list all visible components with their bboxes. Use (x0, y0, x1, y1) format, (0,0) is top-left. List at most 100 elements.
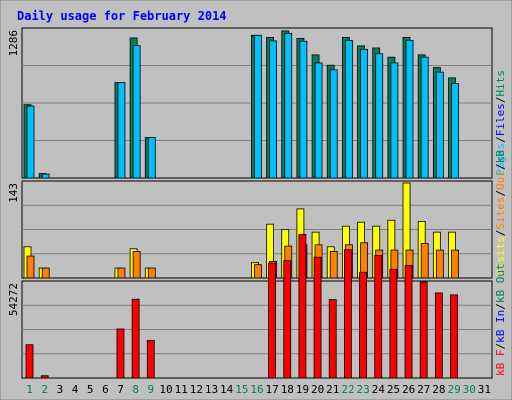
x-tick-label: 18 (281, 383, 294, 396)
legend-entry: kB F (494, 350, 507, 377)
legend-entry: Pages (494, 143, 507, 176)
x-tick-label: 23 (357, 383, 370, 396)
x-tick-label: 7 (117, 383, 124, 396)
bar-hits-hits-day-7 (117, 82, 126, 179)
bar-visits-sites-day-27 (420, 243, 429, 279)
legend-entry: kB (494, 150, 507, 164)
bar-kbytes-kb-f-day-23 (359, 271, 367, 379)
bar-hits-hits-day-20 (314, 62, 323, 179)
scale-label-kbytes: 54272 (7, 283, 20, 316)
x-tick-label: 4 (72, 383, 79, 396)
bar-visits-sites-day-8 (132, 251, 141, 279)
bar-hits-hits-day-25 (390, 62, 399, 179)
bar-visits-sites-day-29 (451, 249, 459, 279)
legend-entry: Out (494, 170, 507, 190)
legend-entry: Visits (494, 236, 507, 276)
x-tick-label: 17 (266, 383, 279, 396)
x-tick-label: 9 (148, 383, 155, 396)
bar-kbytes-kb-f-day-25 (389, 268, 398, 379)
bar-kbytes-kb-f-day-17 (268, 262, 276, 379)
legend-entry: kB Out (494, 263, 507, 303)
x-tick-label: 14 (220, 383, 234, 396)
x-tick-label: 22 (341, 383, 354, 396)
x-tick-label: 26 (402, 383, 415, 396)
legend-entry: / (494, 343, 507, 350)
x-tick-label: 3 (57, 383, 64, 396)
scale-label-hits: 1286 (7, 30, 20, 57)
x-tick-label: 28 (432, 383, 445, 396)
bar-kbytes-kb-f-day-8 (131, 298, 140, 379)
bar-visits-sites-day-9 (147, 267, 156, 279)
bar-kbytes-kb-f-day-24 (374, 255, 383, 379)
legend-entry: Sites (494, 197, 507, 230)
x-tick-label: 10 (159, 383, 172, 396)
x-tick-label: 25 (387, 383, 400, 396)
bar-visits-sites-day-28 (435, 249, 444, 279)
bar-kbytes-kb-f-day-9 (146, 339, 155, 379)
x-tick-label: 11 (175, 383, 188, 396)
bar-hits-hits-day-27 (420, 56, 429, 179)
x-tick-label: 19 (296, 383, 309, 396)
x-tick-label: 31 (478, 383, 491, 396)
bar-hits-hits-day-17 (269, 40, 277, 179)
bar-kbytes-kb-f-day-21 (328, 299, 337, 379)
bar-hits-hits-day-2 (41, 173, 50, 179)
bar-kbytes-kb-f-day-29 (450, 294, 458, 379)
panel-kbytes (21, 234, 493, 379)
legend-entry: / (494, 136, 507, 143)
bar-hits-hits-day-18 (284, 32, 293, 179)
x-tick-label: 1 (26, 383, 33, 396)
bar-kbytes-kb-f-day-18 (283, 260, 292, 379)
chart-title: Daily usage for February 2014 (17, 9, 227, 23)
bar-kbytes-kb-f-day-7 (116, 328, 125, 379)
legend-entry: kB In (494, 310, 507, 343)
x-tick-label: 5 (87, 383, 94, 396)
panel-visits (21, 180, 493, 279)
legend-hits: Pages/Files/Hits (494, 70, 507, 176)
bar-visits-sites-day-2 (41, 267, 50, 279)
x-tick-label: 13 (205, 383, 218, 396)
x-tick-label: 2 (41, 383, 48, 396)
bar-hits-hits-day-23 (360, 48, 368, 179)
bar-kbytes-kb-f-day-1 (25, 344, 34, 379)
legend-entry: / (494, 190, 507, 197)
bar-hits-hits-day-8 (132, 45, 141, 179)
legend-entry: / (494, 97, 507, 104)
x-tick-label: 27 (417, 383, 430, 396)
bar-hits-hits-day-26 (405, 39, 414, 179)
x-tick-label: 8 (132, 383, 139, 396)
bar-hits-hits-day-28 (435, 71, 444, 179)
bar-visits-sites-day-21 (329, 251, 338, 279)
x-tick-label: 6 (102, 383, 109, 396)
legend-entry: / (494, 163, 507, 170)
bar-kbytes-kb-f-day-26 (404, 265, 413, 379)
bar-hits-hits-day-22 (344, 39, 353, 179)
legend-entry: Files (494, 103, 507, 136)
bar-hits-hits-day-9 (147, 137, 156, 179)
bar-visits-sites-day-7 (117, 267, 126, 279)
bar-visits-sites-day-1 (26, 255, 35, 279)
bar-hits-hits-day-21 (329, 69, 338, 179)
legend-entry: Hits (494, 70, 507, 97)
x-tick-label: 16 (250, 383, 263, 396)
bar-hits-hits-day-1 (26, 105, 35, 179)
legend-entry: / (494, 303, 507, 310)
legend-visits: Visits/Sites/Out/kB (494, 150, 507, 276)
bar-hits-hits-day-29 (451, 83, 459, 179)
bar-kbytes-kb-f-day-27 (419, 281, 428, 379)
bar-hits-hits-day-19 (299, 40, 308, 179)
x-tick-label: 30 (463, 383, 476, 396)
bar-kbytes-kb-f-day-19 (298, 234, 307, 379)
bar-kbytes-kb-f-day-22 (343, 249, 352, 379)
x-tick-label: 24 (372, 383, 386, 396)
x-tick-label: 20 (311, 383, 324, 396)
scale-label-visits: 143 (7, 183, 20, 203)
x-tick-label: 15 (235, 383, 248, 396)
x-tick-label: 21 (326, 383, 339, 396)
bar-kbytes-kb-f-day-20 (313, 256, 322, 379)
legend-entry: / (494, 230, 507, 237)
x-tick-label: 29 (447, 383, 460, 396)
legend-kbytes: kB F/kB In/kB Out (494, 263, 507, 376)
bar-hits-hits-day-16 (254, 34, 262, 179)
